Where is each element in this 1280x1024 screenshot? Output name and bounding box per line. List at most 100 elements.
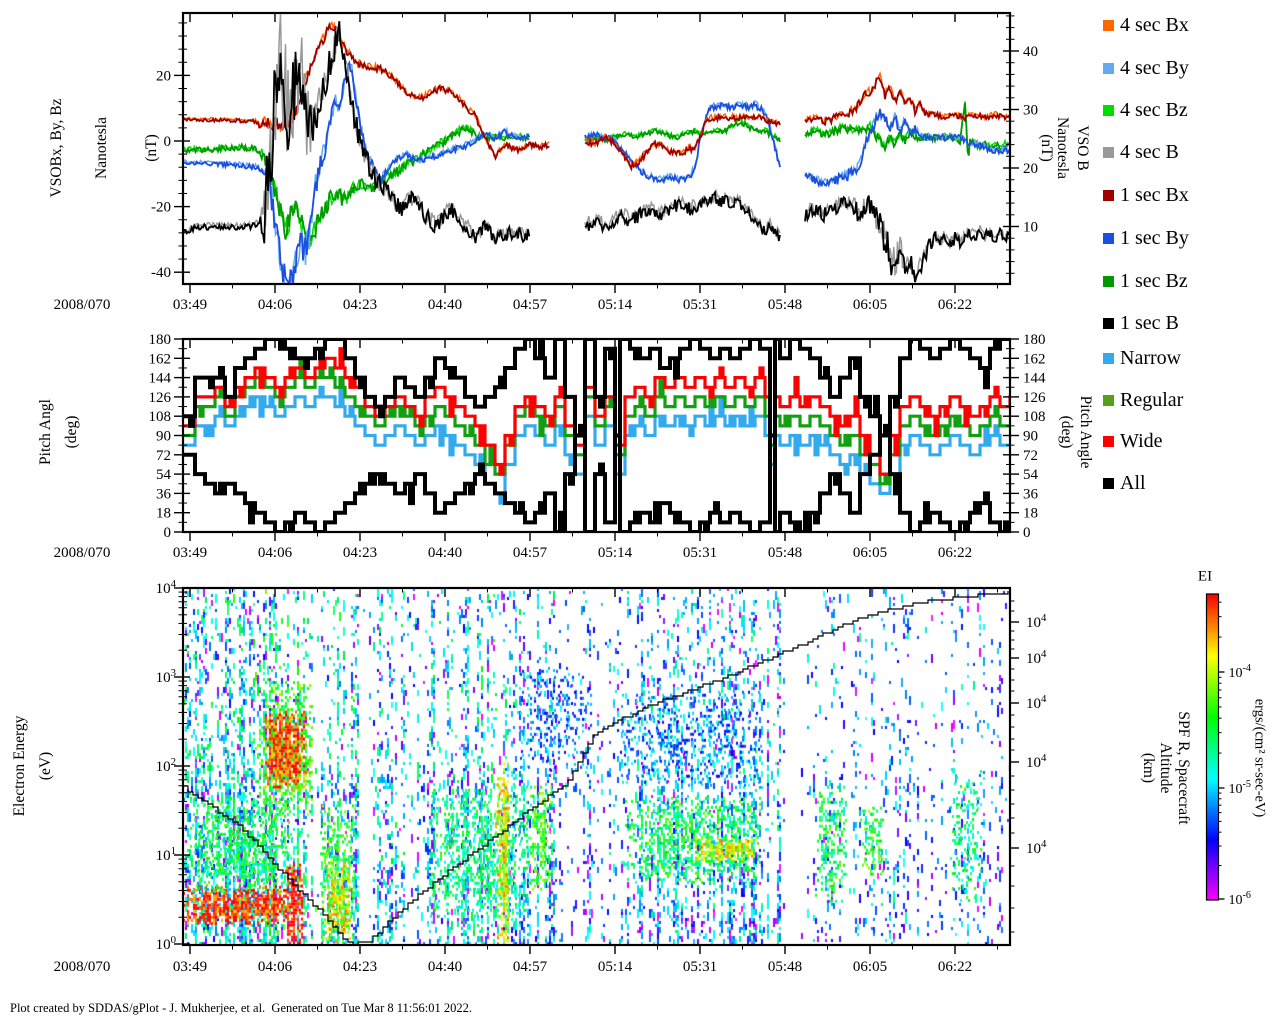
tick-label: 180 [149,332,172,348]
legend-label: Narrow [1120,346,1182,369]
tick-label: 03:49 [173,959,207,975]
series-1-sec-By [584,100,781,185]
legend-item: Narrow [1103,345,1181,371]
pitch-series-All-lower [183,423,1010,532]
tick-label: 04:06 [258,959,293,975]
legend-label: Wide [1120,429,1163,452]
tick-label: 03:49 [173,545,207,561]
legend-item: 4 sec Bx [1103,12,1189,38]
legend-item: 1 sec Bz [1103,268,1188,294]
colorbar-unit-label: ergs/(cm² sr-sec-eV) [1251,698,1268,818]
tick-label: 180 [1023,332,1046,348]
legend-swatch [1103,317,1114,329]
tick-label: 18 [156,506,171,522]
tick-label: 05:14 [598,959,633,975]
legend-label: 1 sec By [1120,226,1189,249]
tick-label: 104 [156,578,177,597]
panel3-right-axis-title-line2: Altitude [1157,742,1174,794]
series-1-sec-Bx [804,76,1010,127]
tick-label: 30 [1023,103,1038,119]
tick-label: 104 [1026,693,1047,712]
legend-label: 4 sec By [1120,56,1189,79]
series-4-sec-Bz [584,117,781,145]
tick-label: 90 [156,429,171,445]
tick-label: 0 [164,134,172,150]
tick-label: 10 [1023,220,1038,236]
tick-label: 0 [164,525,172,541]
tick-label: 104 [1026,752,1047,771]
panel3-date-label: 2008/070 [53,959,111,975]
legend-label: 4 sec Bz [1120,98,1188,121]
tick-label: 06:22 [938,545,972,561]
legend-label: 4 sec B [1120,140,1179,163]
tick-label: 05:14 [598,545,633,561]
legend-swatch [1103,19,1114,31]
tick-label: 05:31 [683,959,717,975]
tick-label: 04:57 [513,545,548,561]
legend-swatch [1103,352,1114,364]
tick-label: 04:57 [513,959,548,975]
tick-label: 04:40 [428,545,462,561]
panel1-date-label: 2008/070 [53,297,111,313]
legend-item: All [1103,470,1146,496]
tick-label: 72 [1023,448,1038,464]
legend-swatch [1103,232,1114,244]
series-4-sec-By [183,63,530,284]
tick-label: 54 [1023,467,1039,483]
tick-label: 03:49 [173,297,207,313]
legend-item: Regular [1103,387,1183,413]
tick-label: 05:48 [768,545,802,561]
tick-label: 05:31 [683,545,717,561]
series-1-sec-Bz [183,125,530,245]
series-1-sec-B [584,189,781,242]
tick-label: 06:05 [853,959,887,975]
tick-label: 18 [1023,506,1038,522]
tick-label: 162 [149,351,172,367]
panel1-frame [181,11,1012,286]
tick-label: 100 [156,934,176,953]
tick-label: 05:48 [768,959,802,975]
legend-label: 1 sec B [1120,311,1179,334]
tick-label: 36 [156,486,172,502]
legend-item: 4 sec B [1103,139,1179,165]
tick-label: 10-5 [1229,779,1251,797]
tick-label: 04:40 [428,959,462,975]
legend-label: 1 sec Bx [1120,183,1189,206]
panel2-date-label: 2008/070 [53,545,111,561]
series-1-sec-Bx [584,112,781,172]
tick-label: 90 [1023,429,1038,445]
footer-credit-text: Plot created by SDDAS/gPlot - J. Mukherj… [10,1001,472,1015]
panel1-left-axis-title-line2: Nanotesla [93,117,110,179]
tick-label: 40 [1023,44,1038,60]
tick-label: 05:31 [683,297,717,313]
legend-swatch [1103,275,1114,287]
panel3-frame [181,586,1012,947]
tick-label: 10-4 [1229,663,1251,681]
tick-label: 36 [1023,486,1039,502]
tick-label: 162 [1023,351,1046,367]
tick-label: 104 [1026,648,1047,667]
panel3-left-axis-title-line2: (eV) [37,751,54,781]
colorbar [1205,593,1220,901]
legend-label: Regular [1120,388,1184,411]
tick-label: 102 [156,756,176,775]
legend-swatch [1103,477,1114,489]
panel1-left-axis-title-line3: (nT) [143,134,160,162]
tick-label: 108 [149,409,172,425]
tick-label: 04:06 [258,545,293,561]
legend-item: 1 sec By [1103,225,1189,251]
legend-label: 1 sec Bz [1120,269,1188,292]
tick-label: 104 [1026,612,1047,631]
tick-label: 20 [1023,161,1038,177]
tick-label: 103 [156,667,176,686]
legend-label: All [1120,471,1146,494]
tick-label: 101 [156,845,176,864]
legend-item: 1 sec B [1103,310,1179,336]
tick-label: 54 [156,467,172,483]
series-1-sec-By [183,59,531,284]
pitch-series-All-upper [183,339,1010,438]
tick-label: -40 [151,265,171,281]
legend-item: Wide [1103,428,1163,454]
